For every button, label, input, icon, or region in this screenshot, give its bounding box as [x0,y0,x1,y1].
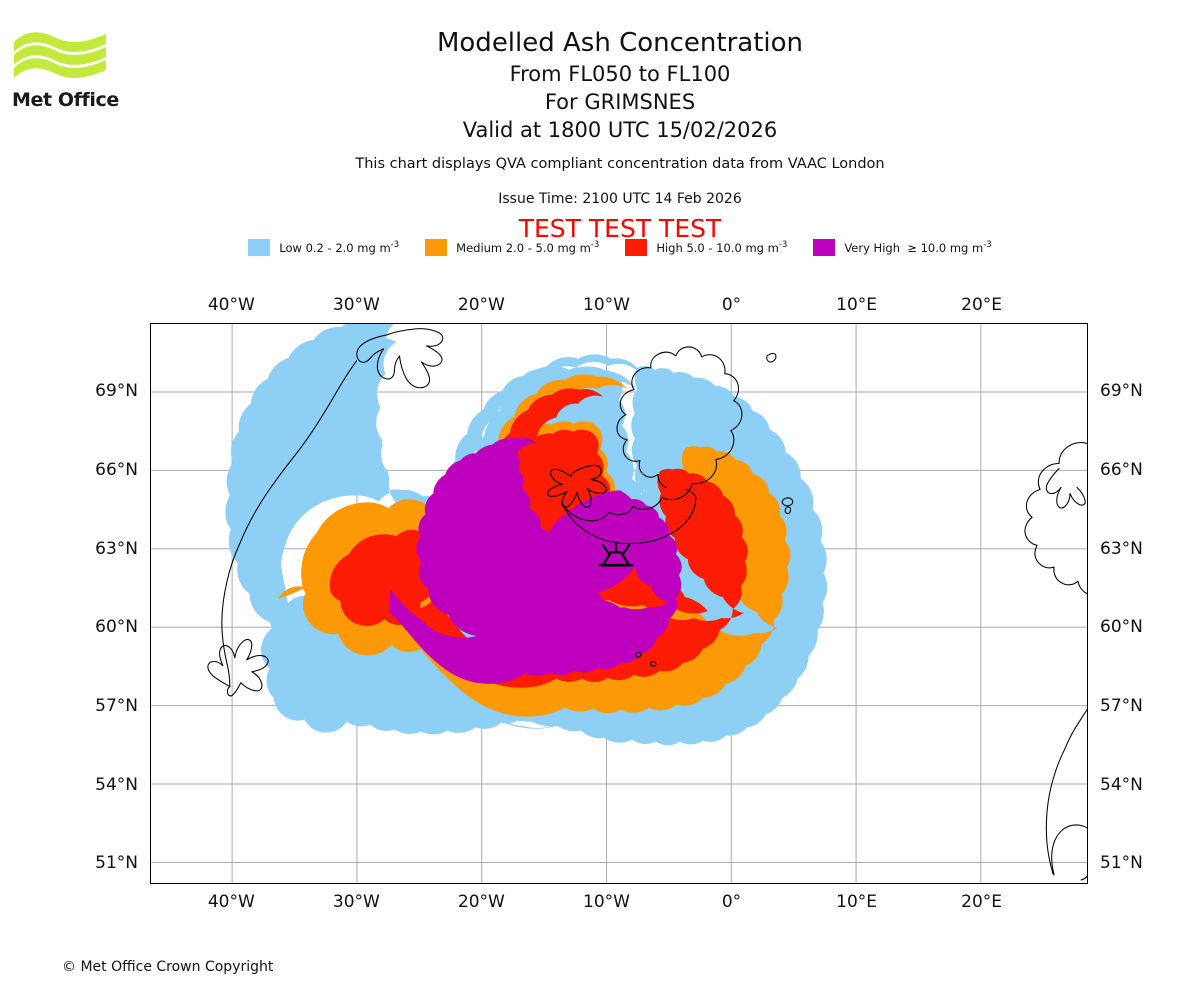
coastline-jan-mayen [766,352,777,363]
tick-right-51n: 51°N [1100,853,1143,874]
coastline-islet-1 [634,651,642,658]
tick-top-20e: 20°E [961,295,1003,315]
coastlines [207,328,1087,881]
tick-left-69n: 69°N [95,381,138,402]
tick-left-60n: 60°N [95,617,138,638]
legend-swatch-low [248,239,271,256]
tick-top-10e: 10°E [836,295,878,315]
legend-item-high: High 5.0 - 10.0 mg m-3 [625,239,787,256]
tick-bottom-10e: 10°E [836,892,878,912]
legend-label-medium: Medium 2.0 - 5.0 mg m-3 [456,239,600,255]
tick-right-66n: 66°N [1100,459,1143,480]
legend-item-low: Low 0.2 - 2.0 mg m-3 [248,239,399,256]
volcano-source-marker[interactable] [598,541,634,567]
coastline-islet-2 [649,660,657,667]
tick-bottom-10w: 10°W [583,892,630,912]
tick-right-69n: 69°N [1100,381,1143,402]
tick-right-57n: 57°N [1100,696,1143,716]
subtitle-valid-time: Valid at 1800 UTC 15/02/2026 [462,118,778,142]
subtitle-flight-levels: From FL050 to FL100 [509,62,731,86]
legend-label-high: High 5.0 - 10.0 mg m-3 [656,239,788,255]
coastline-norway [1024,442,1087,595]
tick-right-60n: 60°N [1100,617,1143,638]
tick-bottom-0: 0° [721,892,742,912]
copyright-notice: © Met Office Crown Copyright [62,959,274,975]
legend-swatch-very-high [813,239,836,256]
tick-top-10w: 10°W [583,295,630,315]
coastline-iceland [547,464,607,508]
test-banner: TEST TEST TEST [518,214,722,243]
map-frame [150,323,1088,884]
tick-bottom-40w: 40°W [207,892,255,912]
coastline-norway-coast-fjords [1045,708,1087,875]
tick-bottom-20w: 20°W [457,892,505,912]
legend-item-medium: Medium 2.0 - 5.0 mg m-3 [425,239,599,256]
map-canvas [151,324,1087,883]
page-title: Modelled Ash Concentration [436,28,804,58]
coastline-iceland-main [561,346,743,522]
met-office-wave-mark [14,32,106,78]
tick-right-54n: 54°N [1100,774,1143,795]
tick-right-63n: 63°N [1100,538,1143,559]
tick-left-66n: 66°N [95,459,138,480]
met-office-logo-text: Met Office [12,89,119,111]
qva-compliance-note: This chart displays QVA compliant concen… [355,156,885,172]
tick-left-57n: 57°N [95,696,138,716]
legend-label-low: Low 0.2 - 2.0 mg m-3 [279,239,400,255]
tick-bottom-20e: 20°E [961,892,1003,912]
legend-swatch-high [625,239,648,256]
coastline-greenland-coast-detail [207,638,269,697]
coastline-lofoten [1045,467,1086,509]
tick-left-54n: 54°N [95,774,138,795]
ash-plume-high-west-lobe [329,544,435,626]
coastline-faroe-islands [781,497,794,507]
tick-top-40w: 40°W [207,295,255,315]
tick-bottom-30w: 30°W [332,892,380,912]
coastline-greenland-east [221,360,358,688]
legend-item-very-high: Very High ≥ 10.0 mg m-3 [813,239,992,256]
legend-label-very-high: Very High ≥ 10.0 mg m-3 [844,239,992,255]
coastline-faroe-islands-2 [784,506,792,515]
coastline-denmark [1051,824,1087,881]
issue-time-label: Issue Time: 2100 UTC 14 Feb 2026 [498,191,742,207]
tick-left-51n: 51°N [95,853,138,874]
ash-concentration-map[interactable]: 40°W 30°W 20°W 10°W 0° 10°E 20°E 40°W 30… [95,295,1143,912]
legend-swatch-medium [425,239,448,256]
tick-top-20w: 20°W [457,295,505,315]
ash-plume-very-high [389,437,682,684]
ash-plume-very-high-source-wedge [541,490,645,594]
subtitle-volcano-name: For GRIMSNES [544,90,696,114]
tick-top-30w: 30°W [332,295,380,315]
concentration-legend: Low 0.2 - 2.0 mg m-3 Medium 2.0 - 5.0 mg… [150,239,1090,256]
tick-top-0: 0° [721,295,742,315]
chart-title-block: Modelled Ash Concentration From FL050 to… [150,26,1090,144]
tick-left-63n: 63°N [95,538,138,559]
met-office-logo: Met Office [12,28,132,118]
coastline-greenland [356,328,444,389]
coastline-iceland-south [561,488,697,545]
